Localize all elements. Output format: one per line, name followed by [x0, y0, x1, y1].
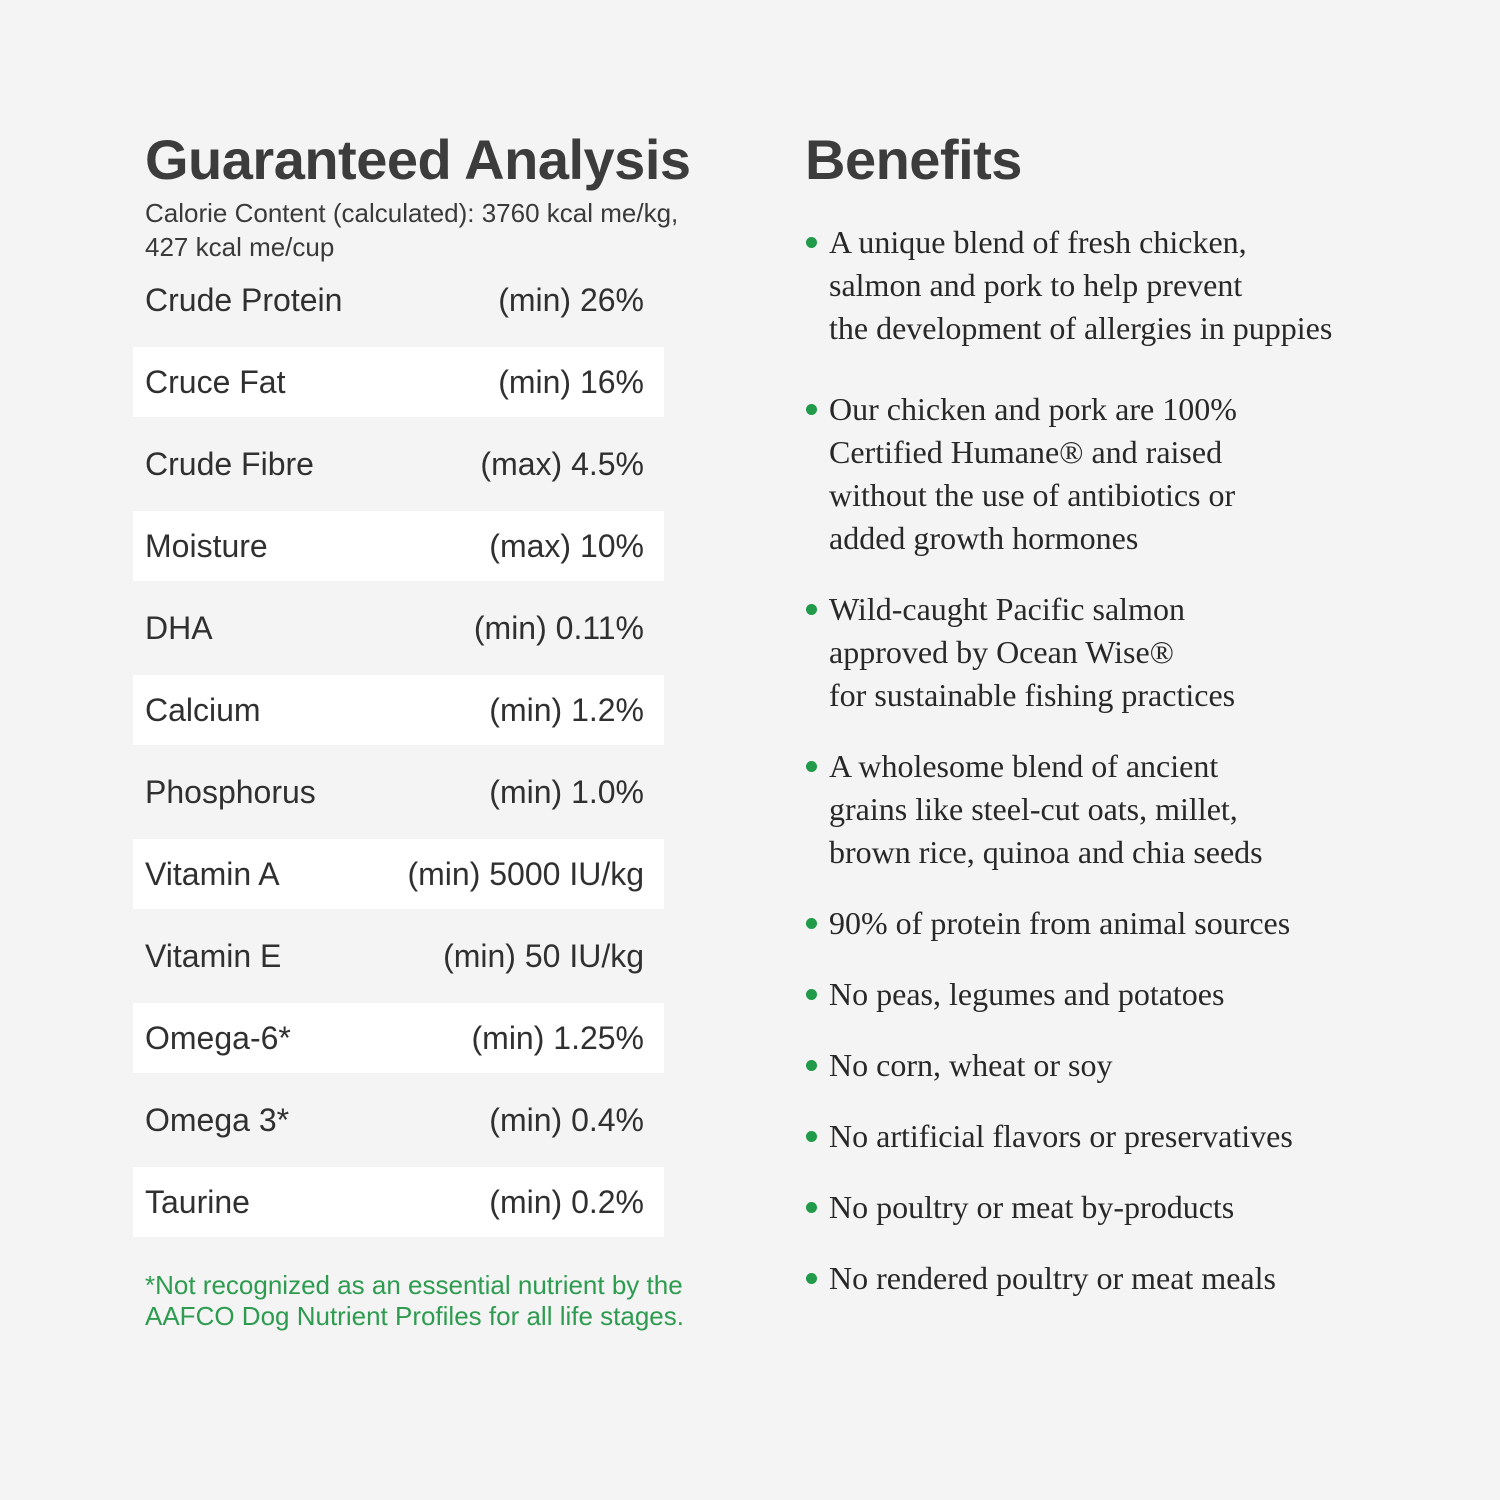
benefit-text: No peas, legumes and potatoes [829, 976, 1225, 1012]
benefit-text: No poultry or meat by-products [829, 1189, 1235, 1225]
nutrient-label: Omega-6* [145, 1019, 291, 1056]
nutrient-label: DHA [145, 609, 213, 646]
nutrient-value: (min) 50 IU/kg [443, 937, 644, 974]
nutrient-label: Taurine [145, 1183, 250, 1220]
nutrient-label: Moisture [145, 527, 268, 564]
nutrient-label: Vitamin E [145, 937, 282, 974]
benefit-item: A unique blend of fresh chicken, salmon … [805, 221, 1465, 350]
bullet-dot-icon [806, 761, 817, 772]
benefit-text: A unique blend of fresh chicken, salmon … [829, 224, 1333, 346]
benefits-list: A unique blend of fresh chicken, salmon … [805, 221, 1465, 1328]
nutrient-value: (min) 0.4% [489, 1101, 644, 1138]
nutrient-label: Crude Protein [145, 281, 343, 318]
nutrient-value: (max) 10% [489, 527, 644, 564]
nutrient-label: Cruce Fat [145, 363, 286, 400]
nutrient-value: (min) 5000 IU/kg [407, 855, 644, 892]
guaranteed-analysis-table: Crude Protein (min) 26% Cruce Fat (min) … [133, 265, 664, 1249]
bullet-dot-icon [806, 1131, 817, 1142]
bullet-dot-icon [806, 604, 817, 615]
guaranteed-analysis-title: Guaranteed Analysis [145, 128, 691, 191]
bullet-dot-icon [806, 404, 817, 415]
benefits-title: Benefits [805, 128, 1022, 191]
table-row: Taurine (min) 0.2% [133, 1167, 664, 1237]
nutrient-value: (max) 4.5% [480, 445, 644, 482]
nutrient-label: Omega 3* [145, 1101, 290, 1138]
nutrient-value: (min) 1.0% [489, 773, 644, 810]
benefit-item: Our chicken and pork are 100% Certified … [805, 388, 1465, 560]
calorie-content-text: Calorie Content (calculated): 3760 kcal … [145, 198, 679, 262]
aafco-footnote: *Not recognized as an essential nutrient… [145, 1270, 684, 1331]
table-row: Crude Fibre (max) 4.5% [133, 429, 664, 499]
benefit-item: No poultry or meat by-products [805, 1186, 1465, 1229]
nutrient-value: (min) 26% [498, 281, 644, 318]
benefit-item: A wholesome blend of ancient grains like… [805, 745, 1465, 874]
benefit-item: Wild-caught Pacific salmon approved by O… [805, 588, 1465, 717]
table-row: Phosphorus (min) 1.0% [133, 757, 664, 827]
nutrient-value: (min) 1.2% [489, 691, 644, 728]
benefit-item: No artificial flavors or preservatives [805, 1115, 1465, 1158]
nutrient-value: (min) 16% [498, 363, 644, 400]
table-row: Vitamin E (min) 50 IU/kg [133, 921, 664, 991]
benefit-item: 90% of protein from animal sources [805, 902, 1465, 945]
table-row: Crude Protein (min) 26% [133, 265, 664, 335]
bullet-dot-icon [806, 237, 817, 248]
table-row: Moisture (max) 10% [133, 511, 664, 581]
benefit-text: No rendered poultry or meat meals [829, 1260, 1276, 1296]
benefit-text: Wild-caught Pacific salmon approved by O… [829, 591, 1236, 713]
bullet-dot-icon [806, 1060, 817, 1071]
benefit-item: No peas, legumes and potatoes [805, 973, 1465, 1016]
nutrient-value: (min) 0.11% [473, 609, 644, 646]
table-row: Omega 3* (min) 0.4% [133, 1085, 664, 1155]
bullet-dot-icon [806, 989, 817, 1000]
nutrient-label: Calcium [145, 691, 261, 728]
bullet-dot-icon [806, 1273, 817, 1284]
table-row: Cruce Fat (min) 16% [133, 347, 664, 417]
benefit-text: Our chicken and pork are 100% Certified … [829, 391, 1237, 556]
benefit-text: A wholesome blend of ancient grains like… [829, 748, 1263, 870]
nutrient-value: (min) 1.25% [471, 1019, 645, 1056]
benefit-item: No rendered poultry or meat meals [805, 1257, 1465, 1300]
nutrient-label: Vitamin A [145, 855, 280, 892]
benefit-text: No artificial flavors or preservatives [829, 1118, 1293, 1154]
table-row: Omega-6* (min) 1.25% [133, 1003, 664, 1073]
nutrient-label: Crude Fibre [145, 445, 314, 482]
benefit-text: No corn, wheat or soy [829, 1047, 1113, 1083]
bullet-dot-icon [806, 1202, 817, 1213]
table-row: Calcium (min) 1.2% [133, 675, 664, 745]
nutrient-label: Phosphorus [145, 773, 316, 810]
table-row: DHA (min) 0.11% [133, 593, 664, 663]
bullet-dot-icon [806, 918, 817, 929]
table-row: Vitamin A (min) 5000 IU/kg [133, 839, 664, 909]
benefit-item: No corn, wheat or soy [805, 1044, 1465, 1087]
nutrient-value: (min) 0.2% [489, 1183, 644, 1220]
benefit-text: 90% of protein from animal sources [829, 905, 1291, 941]
